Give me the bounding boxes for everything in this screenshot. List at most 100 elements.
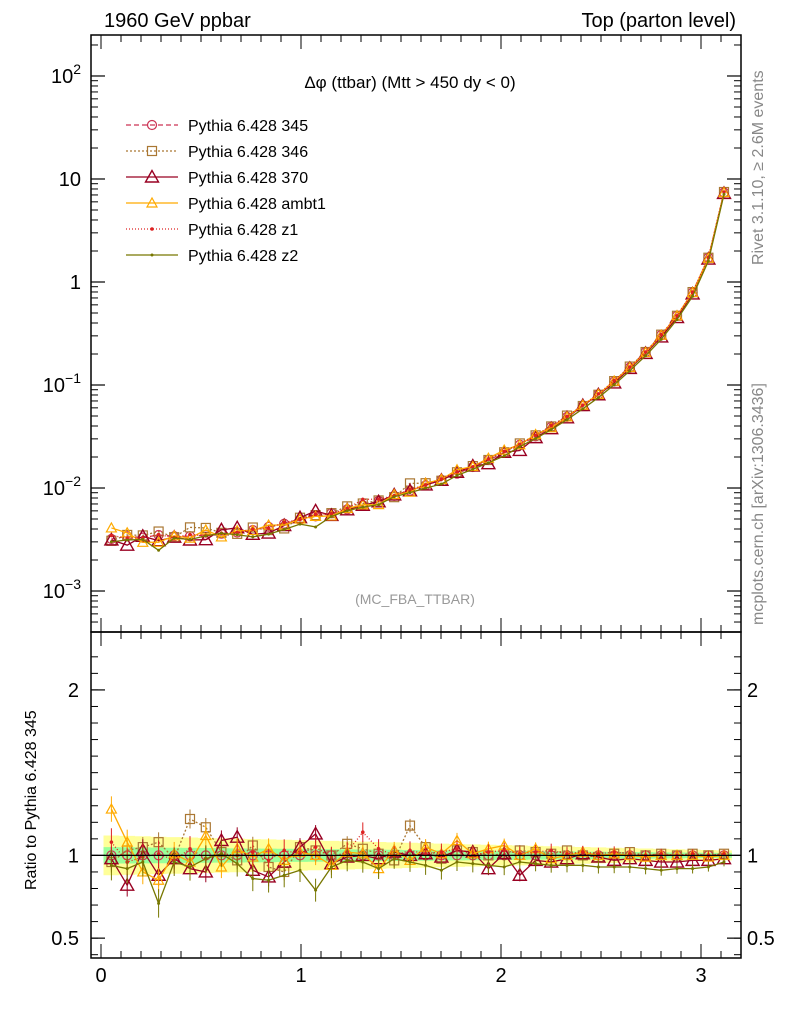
ratio-point	[188, 846, 192, 851]
ratio-point	[639, 850, 652, 862]
ratio-point	[612, 865, 616, 869]
main-point	[486, 457, 491, 461]
ratio-point	[644, 867, 648, 871]
main-point	[109, 540, 113, 544]
header-left: 1960 GeV ppbar	[104, 10, 251, 32]
main-point	[219, 531, 223, 535]
main-point	[260, 525, 277, 539]
main-panel: 10−3 10−2 10−1 1 10 102	[43, 34, 742, 958]
main-point	[329, 511, 334, 516]
ratio-point	[533, 850, 538, 854]
legend-marker	[145, 196, 159, 208]
main-ytick-exponent: −1	[65, 370, 81, 386]
main-ytick-label: 10	[59, 169, 81, 191]
ratio-point	[198, 864, 214, 878]
ratio-ytick-label-right: 0.5	[747, 928, 775, 950]
ratio-panel: 0.5 0.5 1 1 2 2 0 1 2 3	[51, 631, 775, 987]
main-point	[471, 465, 475, 469]
ratio-point	[722, 860, 726, 864]
ratio-point	[345, 858, 349, 862]
ratio-point	[361, 830, 365, 835]
main-point	[565, 418, 569, 422]
main-point	[518, 445, 522, 449]
main-point	[188, 532, 192, 537]
main-point	[518, 442, 522, 447]
legend-entry-5: Pythia 6.428 z2	[126, 248, 298, 265]
main-ytick-label: 102	[51, 61, 81, 88]
main-point	[439, 482, 443, 486]
main-point	[314, 525, 318, 529]
main-point	[361, 497, 365, 502]
ratio-point	[549, 848, 553, 853]
ratio-point	[424, 863, 428, 867]
main-point	[125, 538, 129, 542]
main-ytick-exponent: −3	[65, 576, 81, 592]
legend: Pythia 6.428 345 Pythia 6.428 346 Pythia 6…	[126, 118, 326, 265]
main-point	[251, 535, 255, 539]
main-point	[549, 428, 553, 432]
ratio-point	[377, 867, 381, 871]
main-point	[706, 259, 710, 263]
ratio-point	[329, 865, 333, 869]
ratio-point	[702, 850, 715, 862]
ratio-point	[534, 862, 538, 866]
main-point	[168, 529, 181, 541]
ratio-point	[392, 857, 396, 861]
xtick-label: 2	[495, 965, 506, 987]
main-point	[502, 454, 506, 458]
ratio-line-1	[111, 818, 725, 873]
ratio-point	[596, 851, 601, 856]
main-point	[156, 532, 161, 537]
main-point	[691, 294, 695, 298]
ratio-point	[486, 850, 491, 854]
main-line-5	[111, 194, 725, 552]
main-point	[512, 442, 528, 457]
ratio-point	[282, 848, 287, 853]
ratio-point	[156, 851, 161, 856]
ratio-point	[188, 865, 192, 869]
ratio-ylabel: Ratio to Pythia 6.428 345	[23, 710, 40, 890]
main-point	[235, 530, 239, 535]
ratio-point	[404, 820, 416, 831]
main-point	[372, 498, 385, 510]
ratio-point	[121, 835, 134, 847]
main-point	[361, 505, 365, 509]
main-point	[612, 378, 616, 383]
main-point	[644, 354, 648, 358]
ratio-point	[266, 858, 271, 863]
legend-entry-4: Pythia 6.428 z1	[126, 222, 298, 239]
main-point	[533, 433, 538, 438]
ratio-point	[125, 867, 129, 871]
ratio-point	[502, 865, 506, 869]
watermark: (MC_FBA_TTBAR)	[355, 591, 475, 607]
main-point	[184, 522, 196, 533]
main-series-2	[103, 185, 732, 551]
ratio-point	[282, 873, 286, 877]
main-point	[722, 190, 726, 194]
ratio-point	[612, 850, 616, 854]
main-point	[502, 449, 507, 454]
main-point	[309, 510, 322, 522]
legend-label: Pythia 6.428 370	[188, 170, 308, 187]
xtick-label: 3	[695, 965, 706, 987]
legend-label: Pythia 6.428 345	[188, 118, 308, 135]
main-point	[659, 337, 663, 341]
ratio-point	[109, 840, 114, 844]
main-point	[282, 520, 287, 525]
ratio-point	[105, 802, 118, 814]
main-point	[480, 455, 497, 470]
ratio-point	[581, 850, 585, 854]
main-point	[313, 512, 318, 517]
main-ytick-exponent: −2	[65, 473, 81, 489]
ratio-point	[455, 860, 459, 864]
legend-marker	[146, 119, 158, 131]
header-right: Top (parton level)	[581, 10, 736, 32]
plot-title: Δφ (ttbar) (Mtt > 450 dy < 0)	[304, 73, 515, 92]
ratio-point	[496, 845, 512, 860]
main-point	[204, 534, 208, 538]
ratio-point	[439, 850, 444, 854]
ratio-line-3	[110, 808, 725, 882]
ratio-point	[235, 862, 239, 866]
main-point	[423, 483, 428, 487]
ratio-point	[502, 848, 507, 853]
